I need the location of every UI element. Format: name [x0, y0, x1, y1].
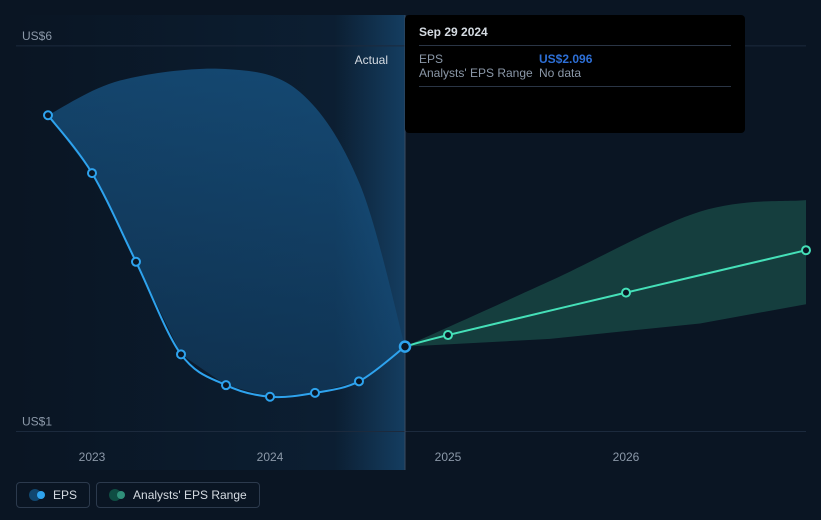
tooltip-divider — [419, 45, 731, 46]
eps-actual-marker — [222, 381, 230, 389]
eps-forecast-marker — [444, 331, 452, 339]
tooltip-divider — [419, 86, 731, 87]
y-axis-label: US$1 — [22, 414, 52, 428]
eps-forecast-marker — [802, 246, 810, 254]
x-axis-label: 2025 — [435, 450, 462, 464]
hover-marker — [400, 342, 410, 352]
legend-item-range[interactable]: Analysts' EPS Range — [96, 482, 260, 508]
tooltip-date: Sep 29 2024 — [419, 25, 731, 39]
x-axis-label: 2023 — [79, 450, 106, 464]
eps-actual-marker — [311, 389, 319, 397]
eps-actual-marker — [355, 377, 363, 385]
eps-actual-marker — [88, 169, 96, 177]
region-label-actual: Actual — [355, 53, 388, 67]
legend-swatch — [29, 489, 45, 501]
eps-forecast-marker — [622, 289, 630, 297]
legend-swatch — [109, 489, 125, 501]
eps-actual-marker — [44, 111, 52, 119]
tooltip-row-label: Analysts' EPS Range — [419, 66, 539, 80]
forecast-range-area — [405, 200, 806, 347]
x-axis-label: 2026 — [613, 450, 640, 464]
y-axis-label: US$6 — [22, 29, 52, 43]
tooltip-row-value: US$2.096 — [539, 52, 592, 66]
tooltip-row-label: EPS — [419, 52, 539, 66]
legend-label: EPS — [53, 488, 77, 502]
eps-actual-marker — [132, 258, 140, 266]
eps-actual-marker — [177, 350, 185, 358]
legend: EPS Analysts' EPS Range — [16, 482, 260, 508]
hover-tooltip: Sep 29 2024 EPSUS$2.096Analysts' EPS Ran… — [405, 15, 745, 133]
legend-item-eps[interactable]: EPS — [16, 482, 90, 508]
legend-label: Analysts' EPS Range — [133, 488, 247, 502]
eps-actual-marker — [266, 393, 274, 401]
tooltip-row: Analysts' EPS RangeNo data — [419, 66, 731, 80]
tooltip-row-value: No data — [539, 66, 581, 80]
tooltip-row: EPSUS$2.096 — [419, 52, 731, 66]
x-axis-label: 2024 — [257, 450, 284, 464]
